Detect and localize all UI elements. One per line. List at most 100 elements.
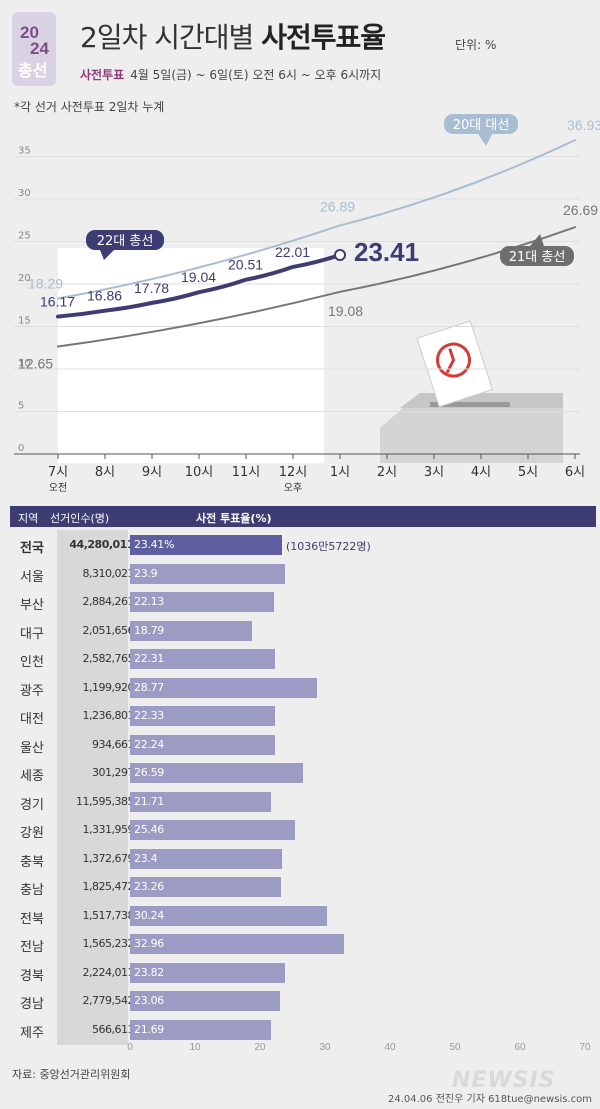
voter-count: 2,051,656 xyxy=(82,623,135,637)
x-tick-label: 1시 xyxy=(330,465,350,480)
data-label: 19.04 xyxy=(181,269,216,285)
data-label: 19.08 xyxy=(328,303,363,319)
bar-x-tick-label: 50 xyxy=(449,1042,461,1053)
y-tick-label: 15 xyxy=(18,316,31,327)
region-name: 강원 xyxy=(20,826,44,841)
header-voters: 선거인수(명) xyxy=(50,512,110,525)
turnout-rate-label: 22.24 xyxy=(134,737,164,751)
turnout-bar xyxy=(130,1019,271,1040)
turnout-rate-label: 26.59 xyxy=(134,766,164,779)
turnout-rate-label: 23.9 xyxy=(134,566,158,580)
logo-graphic: 20 24 총선 xyxy=(12,12,56,86)
x-tick-sublabel: 오후 xyxy=(284,482,302,494)
header-rate: 사전 투표율(%) xyxy=(196,512,272,525)
ballot-box-illustration xyxy=(380,320,563,463)
latest-point-marker xyxy=(334,249,346,262)
region-name: 광주 xyxy=(20,683,44,699)
series-tag-label: 21대 총선 xyxy=(509,250,566,265)
region-name: 충남 xyxy=(20,883,44,898)
region-name: 대구 xyxy=(20,626,44,642)
voter-count: 1,331,959 xyxy=(82,823,135,836)
x-tick-label: 6시 xyxy=(565,465,585,480)
turnout-rate-label: 23.26 xyxy=(134,880,164,893)
series-name-tags: 20대 대선 21대 총선 22대 총선 xyxy=(86,114,574,266)
turnout-rate-label: 23.4 xyxy=(134,851,158,865)
region-name: 부산 xyxy=(20,598,44,613)
bar-x-tick-label: 0 xyxy=(127,1042,133,1053)
table-row: 서울 8,310,021 23.9 xyxy=(10,559,596,589)
turnout-rate-label: 23.06 xyxy=(134,994,164,1007)
data-label: 22.01 xyxy=(275,244,310,260)
subtitle: 사전투표 4월 5일(금) ~ 6일(토) 오전 6시 ~ 오후 6시까지 xyxy=(80,66,381,83)
table-row: 강원 1,331,959 25.46 xyxy=(10,815,596,845)
turnout-bar xyxy=(130,991,280,1011)
series-tag-label: 20대 대선 xyxy=(453,118,510,133)
turnout-bar xyxy=(130,592,274,612)
data-label: 23.41 xyxy=(354,237,419,267)
table-row: 전남 1,565,232 32.96 xyxy=(10,929,596,959)
x-tick-label: 5시 xyxy=(518,465,538,480)
region-name: 전남 xyxy=(20,940,44,955)
series-tag: 20대 대선 xyxy=(444,114,518,146)
data-source: 자료: 중앙선거관리위원회 xyxy=(12,1068,131,1081)
y-tick-label: 25 xyxy=(18,231,31,242)
table-row: 경남 2,779,542 23.06 xyxy=(10,986,596,1016)
table-row: 광주 1,199,920 28.77 xyxy=(10,673,596,703)
turnout-rate-label: 22.13 xyxy=(134,595,164,608)
x-tick-label: 12시 xyxy=(279,465,308,480)
region-name: 경북 xyxy=(20,968,44,984)
turnout-bar xyxy=(130,649,275,669)
turnout-bar xyxy=(130,791,272,812)
table-row: 전국 44,280,011 23.41% (1036만5722명) xyxy=(10,530,596,560)
table-row: 세종 301,297 26.59 xyxy=(10,758,596,788)
table-row: 충남 1,825,472 23.26 xyxy=(10,872,596,902)
voter-count: 934,661 xyxy=(92,737,135,751)
voter-count: 2,884,261 xyxy=(82,595,135,608)
turnout-rate-label: 23.82 xyxy=(134,965,164,979)
table-header: 지역 선거인수(명) 사전 투표율(%) xyxy=(10,506,596,527)
data-label: 26.69 xyxy=(563,202,598,218)
bar-x-tick-label: 10 xyxy=(189,1042,201,1053)
turnout-bar xyxy=(130,706,276,726)
voter-count: 1,199,920 xyxy=(82,680,135,694)
series-line xyxy=(57,226,576,348)
x-tick-label: 4시 xyxy=(471,465,491,480)
table-row: 대구 2,051,656 18.79 xyxy=(10,616,596,646)
turnout-rate-label: 30.24 xyxy=(134,908,164,922)
x-tick-label: 2시 xyxy=(377,465,397,480)
y-tick-label: 10 xyxy=(18,358,31,369)
table-row: 경북 2,224,011 23.82 xyxy=(10,958,596,988)
logo-year-top: 20 xyxy=(20,23,39,42)
newsis-watermark: NEWSIS xyxy=(452,1068,556,1093)
data-label: 26.89 xyxy=(320,198,355,214)
data-label: 12.65 xyxy=(18,355,53,371)
turnout-bar xyxy=(130,962,285,983)
table-row: 부산 2,884,261 22.13 xyxy=(10,587,596,617)
voter-count: 1,372,679 xyxy=(82,851,135,865)
series-line xyxy=(57,139,576,300)
x-tick-label: 3시 xyxy=(424,465,444,480)
turnout-rate-label: 22.33 xyxy=(134,709,164,722)
turnout-rate-label: 22.31 xyxy=(134,652,164,665)
turnout-rate-label: 28.77 xyxy=(134,680,164,694)
table-row: 전북 1,517,738 30.24 xyxy=(10,901,596,931)
turnout-rate-label: 18.79 xyxy=(134,623,164,637)
data-label: 18.29 xyxy=(28,276,63,292)
x-tick-label: 9시 xyxy=(142,465,162,480)
data-label: 20.51 xyxy=(228,257,263,273)
title-prefix: 2일차 시간대별 xyxy=(80,21,262,54)
region-name: 충북 xyxy=(20,854,44,870)
region-name: 인천 xyxy=(20,655,44,670)
table-row: 울산 934,661 22.24 xyxy=(10,730,596,760)
turnout-bar xyxy=(130,877,282,897)
series-tag-label: 22대 총선 xyxy=(97,234,154,249)
region-name: 울산 xyxy=(20,740,44,756)
region-name: 전국 xyxy=(20,541,44,556)
table-row: 제주 566,611 21.69 xyxy=(10,1015,596,1045)
turnout-bar xyxy=(130,734,275,755)
bar-x-tick-label: 70 xyxy=(579,1042,591,1053)
election-logo: 20 24 총선 xyxy=(12,12,56,86)
region-name: 경남 xyxy=(20,997,44,1012)
